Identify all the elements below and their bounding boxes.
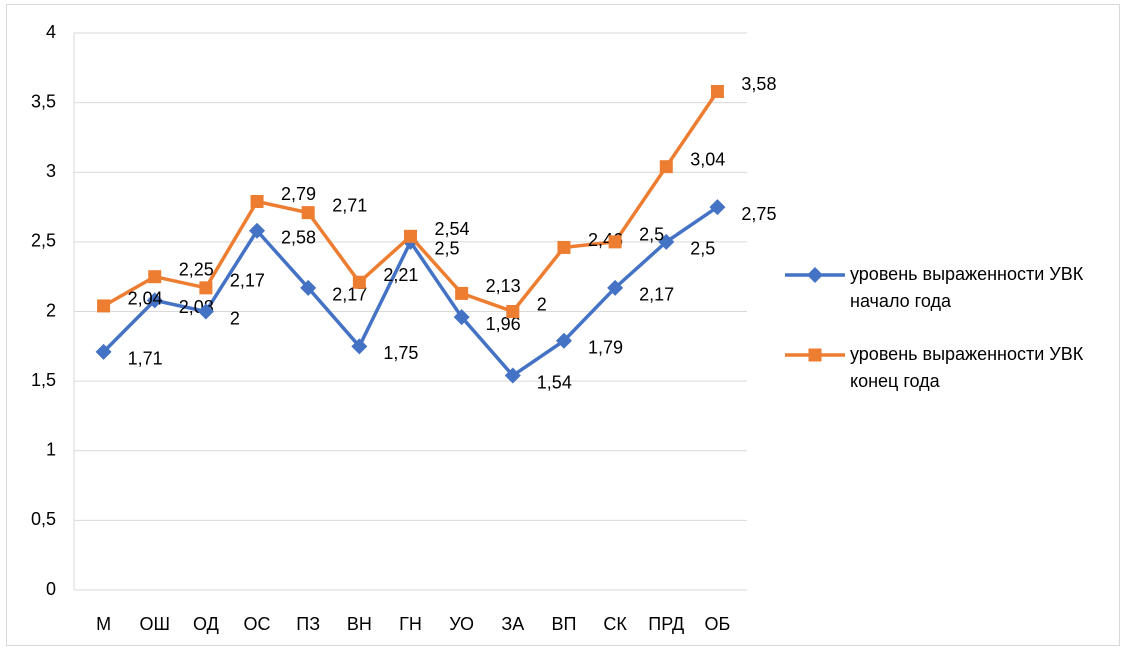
legend-label: уровень выраженности УВК начало года: [850, 264, 1084, 311]
marker: [404, 229, 417, 243]
x-tick-label: ПРД: [648, 614, 684, 634]
legend-marker: [807, 267, 823, 283]
marker: [455, 286, 469, 300]
x-tick-label: ГН: [399, 614, 422, 634]
marker: [608, 235, 622, 249]
data-label: 2,5: [690, 239, 715, 259]
marker: [301, 206, 315, 220]
marker: [710, 84, 724, 98]
y-tick-label: 0,5: [31, 509, 56, 529]
chart-frame: [6, 4, 1120, 646]
marker: [504, 367, 521, 384]
data-label: 3,04: [690, 149, 725, 169]
data-label: 2,58: [281, 227, 316, 247]
marker: [197, 303, 214, 320]
marker: [555, 332, 572, 349]
data-label: 2,17: [230, 271, 265, 291]
marker: [95, 343, 112, 360]
x-tick-label: М: [96, 614, 111, 634]
y-tick-label: 3: [46, 161, 56, 181]
marker: [148, 270, 162, 284]
marker: [250, 194, 264, 208]
marker: [351, 338, 368, 355]
marker: [659, 160, 673, 174]
marker: [352, 275, 366, 289]
data-label: 2,79: [281, 184, 316, 204]
data-label: 2,13: [486, 276, 521, 296]
data-label: 1,54: [537, 372, 572, 392]
data-label: 2,71: [332, 195, 367, 215]
data-label: 2,04: [128, 289, 163, 309]
x-tick-label: ВН: [347, 614, 372, 634]
data-label: 1,96: [486, 314, 521, 334]
marker: [658, 233, 675, 250]
marker: [300, 279, 317, 296]
data-label: 1,75: [383, 343, 418, 363]
x-tick-label: ВП: [551, 614, 576, 634]
data-label: 2,17: [332, 285, 367, 305]
x-tick-label: ЗА: [501, 614, 524, 634]
marker: [249, 222, 266, 239]
y-tick-label: 0: [46, 579, 56, 599]
legend-label: уровень выраженности УВК конец года: [850, 344, 1084, 391]
data-label: 2,25: [179, 259, 214, 279]
data-label: 1,79: [588, 337, 623, 357]
marker: [506, 305, 520, 318]
marker: [453, 309, 470, 326]
data-label: 2,21: [383, 265, 418, 285]
x-tick-label: ПЗ: [296, 614, 320, 634]
data-label: 2,75: [741, 204, 776, 224]
data-label: 2: [537, 294, 547, 314]
y-tick-label: 3,5: [31, 91, 56, 111]
data-label: 2,54: [435, 219, 470, 239]
data-label: 2,17: [639, 285, 674, 305]
y-tick-label: 2: [46, 300, 56, 320]
x-tick-label: ОС: [244, 614, 271, 634]
marker: [557, 240, 571, 254]
x-tick-label: УО: [449, 614, 474, 634]
x-tick-label: СК: [603, 614, 627, 634]
data-label: 2: [230, 308, 240, 328]
x-tick-label: ОБ: [705, 614, 731, 634]
y-tick-label: 2,5: [31, 231, 56, 251]
data-label: 2,5: [639, 225, 664, 245]
marker: [607, 279, 624, 296]
data-label: 3,58: [741, 74, 776, 94]
marker: [709, 199, 726, 216]
y-tick-label: 1: [46, 440, 56, 460]
data-label: 1,71: [128, 349, 163, 369]
data-label: 2,5: [435, 239, 460, 259]
marker: [199, 281, 213, 295]
marker: [146, 292, 163, 309]
x-tick-label: ОШ: [139, 614, 170, 634]
y-tick-label: 4: [46, 22, 56, 42]
x-tick-label: ОД: [193, 614, 219, 634]
y-tick-label: 1,5: [31, 370, 56, 390]
marker: [97, 299, 111, 313]
legend-marker: [808, 348, 822, 362]
